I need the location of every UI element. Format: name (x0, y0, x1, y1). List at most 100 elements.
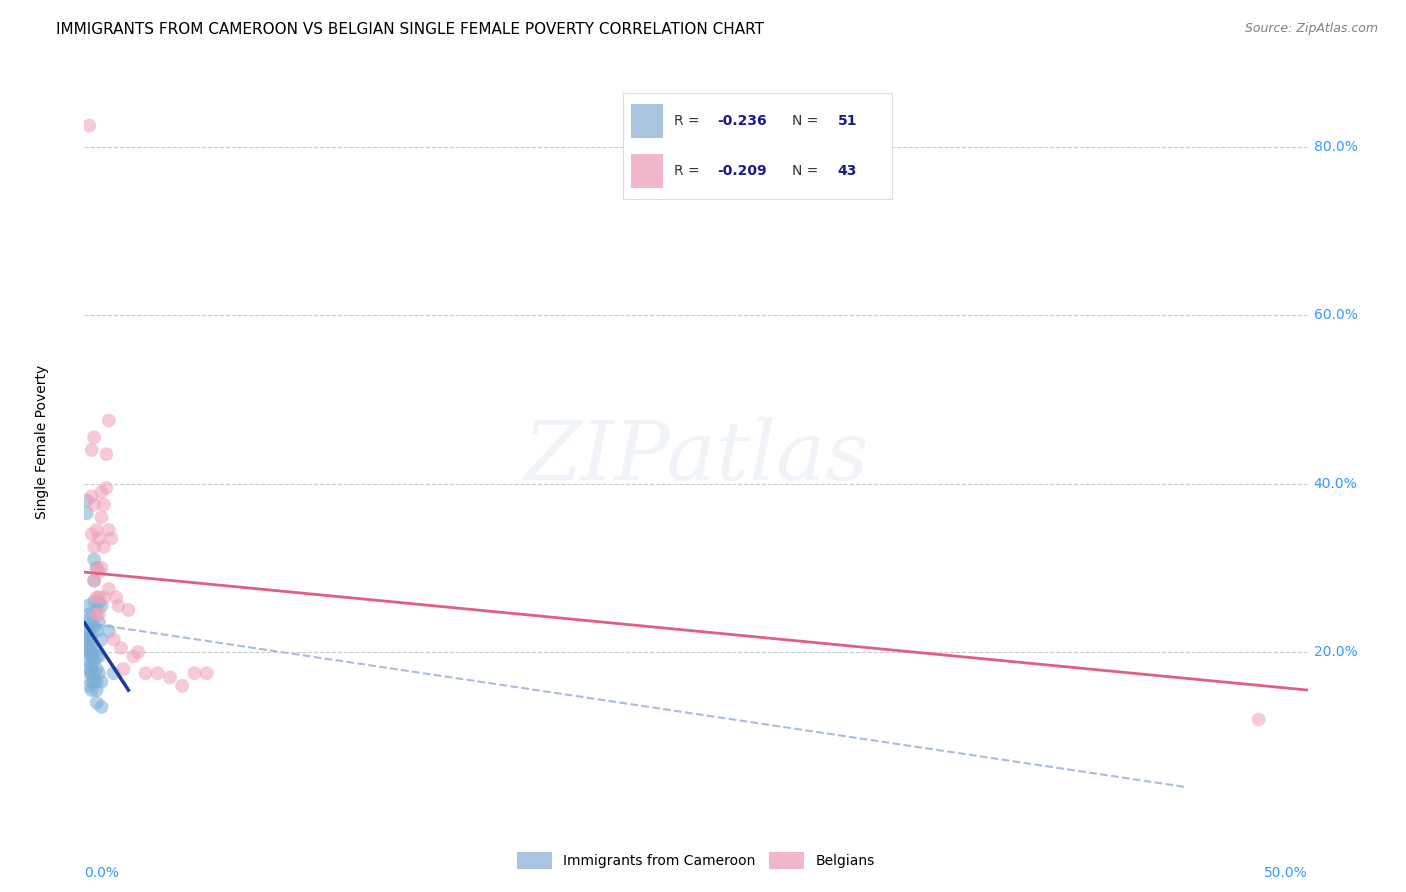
Point (90, 485, 112, 500)
Point (80, 649, 103, 664)
Point (100, 532, 122, 546)
Point (159, 670, 181, 684)
Text: 60.0%: 60.0% (1313, 308, 1358, 322)
Point (87, 565, 110, 579)
Point (87, 607, 110, 622)
Point (172, 679, 194, 693)
Point (77, 599, 100, 613)
Point (80, 674, 103, 689)
Point (77, 624, 100, 639)
Point (117, 603, 139, 617)
Point (77, 624, 100, 639)
Point (86, 649, 108, 664)
Point (90, 599, 112, 613)
Point (76, 506, 98, 520)
Text: 0.0%: 0.0% (84, 866, 120, 880)
Point (96, 447, 118, 461)
Point (77, 666, 100, 681)
Point (77, 607, 100, 622)
Point (107, 599, 129, 613)
Point (83, 498, 105, 512)
Point (86, 674, 108, 689)
Legend: Immigrants from Cameroon, Belgians: Immigrants from Cameroon, Belgians (512, 847, 880, 874)
Point (77, 662, 100, 676)
Point (77, 632, 100, 647)
Point (86, 603, 108, 617)
Point (80, 489, 103, 503)
Point (79, 637, 101, 651)
Point (97, 523, 120, 537)
Point (86, 591, 108, 605)
Text: ZIPatlas: ZIPatlas (523, 417, 869, 497)
Point (105, 591, 128, 605)
Point (87, 591, 110, 605)
Text: IMMIGRANTS FROM CAMEROON VS BELGIAN SINGLE FEMALE POVERTY CORRELATION CHART: IMMIGRANTS FROM CAMEROON VS BELGIAN SING… (56, 22, 765, 37)
Point (77, 654, 100, 668)
Point (103, 632, 125, 647)
Point (87, 615, 110, 630)
Point (86, 662, 108, 676)
Text: 80.0%: 80.0% (1313, 140, 1358, 153)
Point (80, 645, 103, 659)
Point (80, 527, 103, 541)
Point (77, 679, 100, 693)
Point (77, 119, 100, 133)
Point (110, 640, 132, 655)
Point (83, 552, 105, 566)
Point (122, 649, 145, 664)
Point (135, 666, 157, 681)
Point (195, 666, 218, 681)
Point (103, 666, 125, 681)
Point (127, 645, 149, 659)
Point (93, 498, 115, 512)
Point (96, 481, 118, 495)
Point (76, 493, 98, 508)
Point (90, 561, 112, 575)
Point (83, 620, 105, 634)
Point (87, 649, 110, 664)
Point (83, 574, 105, 588)
Point (83, 674, 105, 689)
Text: 20.0%: 20.0% (1313, 645, 1357, 659)
Point (80, 615, 103, 630)
Point (93, 540, 115, 554)
Text: 40.0%: 40.0% (1313, 476, 1357, 491)
Point (90, 510, 112, 524)
Point (77, 640, 100, 655)
Point (97, 413, 120, 427)
Point (77, 632, 100, 647)
Point (87, 594, 110, 608)
Point (83, 574, 105, 588)
Point (1247, 713, 1270, 727)
Point (80, 442, 103, 457)
Point (80, 683, 103, 698)
Point (86, 683, 108, 698)
Point (83, 430, 105, 444)
Point (146, 666, 169, 681)
Point (80, 666, 103, 681)
Point (79, 611, 101, 625)
Point (86, 624, 108, 639)
Point (87, 532, 110, 546)
Point (93, 591, 115, 605)
Point (86, 523, 108, 537)
Point (87, 666, 110, 681)
Point (77, 645, 100, 659)
Point (79, 645, 101, 659)
Point (90, 632, 112, 647)
Point (86, 607, 108, 622)
Point (97, 624, 120, 639)
Point (183, 666, 205, 681)
Point (90, 699, 112, 714)
Point (83, 645, 105, 659)
Text: Source: ZipAtlas.com: Source: ZipAtlas.com (1244, 22, 1378, 36)
Point (80, 657, 103, 672)
Point (79, 628, 101, 642)
Text: 50.0%: 50.0% (1264, 866, 1308, 880)
Point (97, 582, 120, 596)
Text: Single Female Poverty: Single Female Poverty (35, 365, 49, 518)
Point (83, 666, 105, 681)
Point (86, 561, 108, 575)
Point (83, 594, 105, 608)
Point (80, 637, 103, 651)
